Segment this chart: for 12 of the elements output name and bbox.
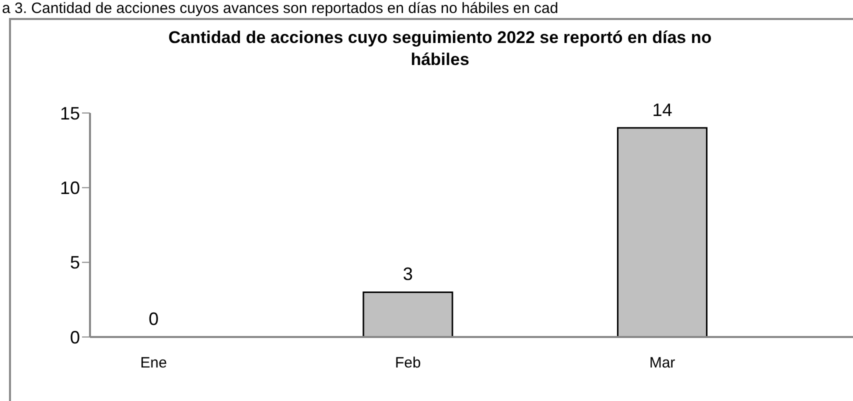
y-tick-label: 5: [70, 252, 80, 273]
data-label: 3: [402, 264, 413, 284]
y-tick-label: 15: [60, 103, 80, 124]
y-tick-label: 0: [70, 327, 80, 348]
x-tick-label: Mar: [649, 354, 676, 372]
y-tick-label: 10: [60, 178, 80, 198]
data-label: 14: [652, 100, 672, 120]
x-tick-label: Ene: [140, 354, 167, 372]
data-label: 0: [148, 308, 159, 329]
chart-title: Cantidad de acciones cuyo seguimiento 2022 se reportó en días no hábiles: [167, 27, 713, 71]
x-tick-label: Feb: [394, 354, 421, 372]
text: a 3. Cantidad de acciones cuyos avances son reportados en días no hábiles en cad: [2, 0, 560, 17]
